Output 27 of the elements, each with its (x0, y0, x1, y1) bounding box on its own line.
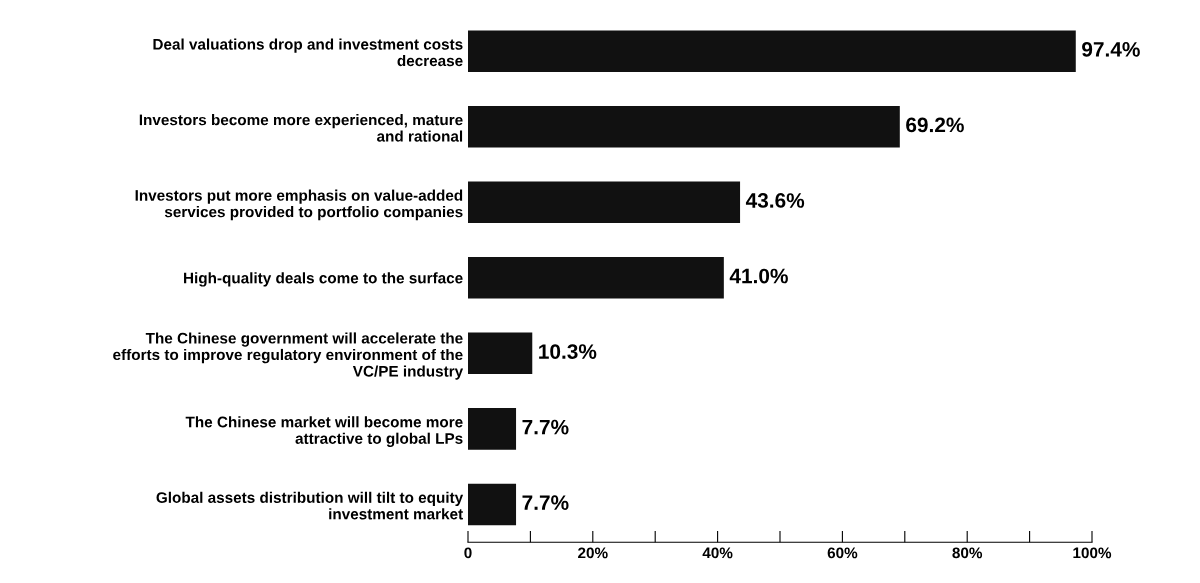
x-tick-label: 60% (827, 547, 858, 559)
y-tick-label: Global assets distribution will tilt to equity investment market (156, 491, 464, 520)
x-tick-label: 20% (578, 547, 608, 559)
data-label: 7.7% (522, 495, 569, 510)
bar (468, 408, 517, 450)
y-tick-label: Deal valuations drop and investment costs decrease (153, 38, 463, 67)
y-tick-label: High-quality deals come to the surface (184, 272, 463, 287)
y-tick-label: The Chinese market will become more attractive to global LPs (185, 416, 463, 447)
data-label: 10.3% (539, 344, 597, 359)
x-tick-label: 100% (1073, 547, 1112, 559)
y-tick-label: Investors put more emphasis on value-added services provided to portfolio companies (135, 189, 463, 221)
bar (468, 332, 533, 375)
x-tick-label: 80% (952, 547, 983, 559)
data-label: 97.4% (1082, 42, 1140, 57)
y-tick-label: Investors become more experienced, mature and rational (139, 114, 463, 142)
data-label: 41.0% (729, 268, 788, 284)
bar (468, 30, 1076, 72)
bar (468, 105, 900, 148)
y-tick-label: The Chinese government will accelerate the efforts to improve regulatory environment of the VC/PE industry (113, 332, 464, 380)
x-tick-label: 0 (464, 547, 472, 559)
bar (468, 483, 517, 526)
bar (468, 181, 741, 224)
data-label: 7.7% (522, 419, 569, 435)
x-tick-label: 40% (702, 547, 733, 559)
data-label: 69.2% (906, 117, 964, 133)
data-label: 43.6% (745, 193, 805, 208)
bar (468, 257, 724, 299)
